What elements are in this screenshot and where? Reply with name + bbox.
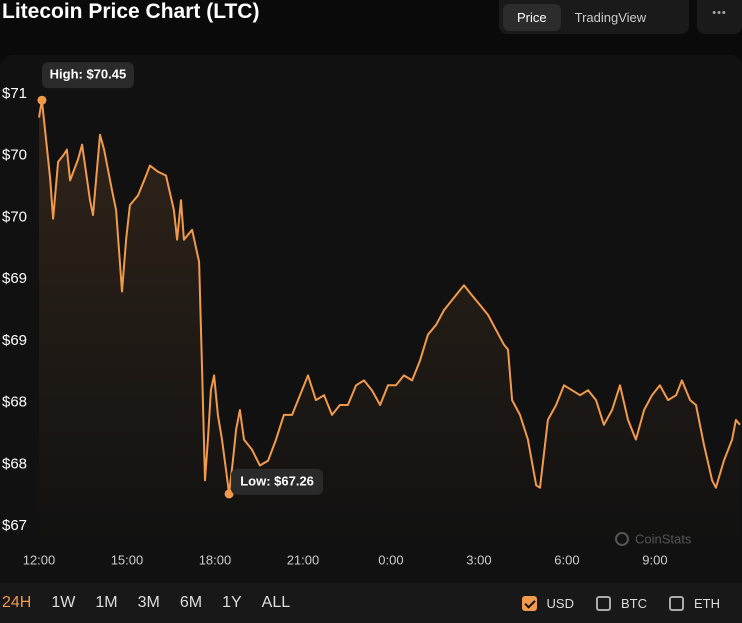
menu-button[interactable]: ••• — [697, 0, 742, 34]
y-tick-label: $67 — [2, 517, 27, 534]
tab-bar: Price TradingView — [499, 0, 689, 34]
range-button[interactable]: 24H — [2, 594, 32, 611]
range-button[interactable]: ALL — [261, 594, 291, 611]
annotation-label: Low: $67.26 — [240, 473, 314, 488]
checkbox[interactable] — [521, 595, 537, 611]
currency-options: USD BTC ETH — [521, 583, 742, 623]
tab[interactable]: Price — [503, 3, 561, 31]
range-button[interactable]: 6M — [179, 594, 203, 611]
currency-label: USD — [546, 595, 574, 611]
currency-label: ETH — [694, 595, 720, 611]
area — [39, 100, 740, 545]
currency-toggle[interactable]: USD — [521, 595, 574, 611]
y-tick-label: $70 — [2, 147, 27, 164]
chart: $71 $70 $70 $69 $69 $68 $68 $67 12:00 15:00 18:00 2… — [2, 62, 741, 567]
range-button[interactable]: 1M — [95, 594, 118, 611]
range-button[interactable]: 1Y — [222, 594, 242, 611]
currency-label: BTC — [621, 595, 647, 611]
range-button[interactable]: 3M — [137, 594, 160, 611]
annotation-box — [41, 62, 134, 89]
watermark-icon — [615, 532, 629, 546]
x-tick-label: 18:00 — [199, 552, 232, 567]
range-button[interactable]: 1W — [51, 594, 76, 611]
checkbox[interactable] — [596, 595, 611, 611]
x-tick-label: 12:00 — [23, 552, 56, 567]
y-tick-label: $69 — [2, 332, 27, 349]
currency-toggle[interactable]: ETH — [669, 595, 720, 611]
y-tick-label: $68 — [2, 455, 27, 472]
x-tick-label: 9:00 — [642, 552, 667, 567]
tab[interactable]: TradingView — [574, 9, 647, 25]
checkbox[interactable] — [669, 595, 684, 611]
y-tick-label: $71 — [2, 85, 27, 102]
annotation-box — [231, 468, 324, 495]
annotation-label: High: $70.45 — [50, 67, 127, 82]
price-line — [38, 99, 741, 495]
x-tick-label: 3:00 — [466, 552, 491, 567]
currency-toggle[interactable]: BTC — [596, 595, 647, 611]
y-tick-label: $69 — [2, 270, 27, 287]
y-tick-label: $68 — [2, 394, 27, 411]
page-title: Litecoin Price Chart (LTC) — [2, 0, 260, 23]
watermark: CoinStats — [635, 531, 692, 546]
x-tick-label: 6:00 — [554, 552, 579, 567]
extreme-marker — [224, 489, 234, 499]
x-tick-label: 21:00 — [287, 552, 320, 567]
x-tick-label: 15:00 — [111, 552, 144, 567]
footer-bar: 24H 1W 1M 3M 6M 1Y ALL USD BTC ETH — [0, 583, 742, 623]
y-tick-label: $70 — [2, 208, 27, 225]
x-tick-label: 0:00 — [378, 552, 403, 567]
extreme-marker — [37, 95, 47, 105]
